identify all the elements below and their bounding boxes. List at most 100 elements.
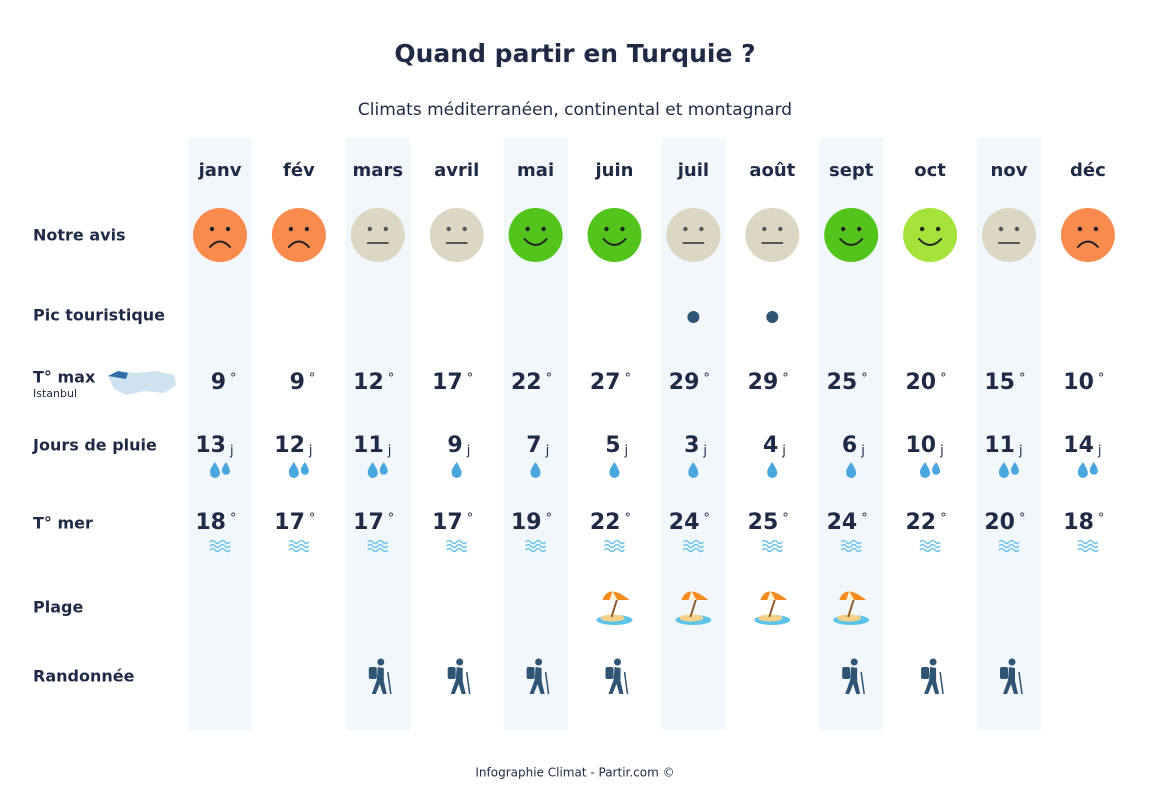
value: 6 [842,433,857,458]
rain-drop [451,462,462,478]
value: 15 [984,370,1015,395]
eye [919,226,925,232]
wave [998,547,1020,553]
number: 9 [290,370,305,395]
rain-drop [609,462,620,478]
value: 25 [748,510,779,535]
wave [603,547,626,553]
unit: j [702,444,707,459]
wave [919,543,941,549]
sand [679,614,704,622]
pole [847,597,856,618]
backpack [921,667,930,679]
number: 22 [590,510,621,535]
rain-drop [209,462,220,478]
rain-drop [688,462,699,478]
number: 11 [353,433,384,458]
body [845,667,861,694]
rain-drop [367,462,378,478]
value: 3 [684,433,699,458]
unit: j [308,444,313,459]
rain-drop [998,462,1009,478]
face [271,208,326,262]
eye [288,226,294,232]
backpack [605,667,614,679]
month-label: juil [677,160,709,181]
face [666,208,721,262]
value: 20 [905,370,936,395]
face [508,208,563,262]
value: 12 [274,433,305,458]
number: 12 [353,370,384,395]
number: 15 [984,370,1015,395]
value: 9 [290,370,305,395]
number: 29 [669,370,700,395]
row-label: Randonnée [33,667,135,686]
eye [1093,226,1099,232]
body [371,667,387,694]
number: 17 [432,510,463,535]
stripe [609,591,618,600]
number: 17 [274,510,305,535]
value: 20 [984,510,1015,535]
wave [840,543,862,549]
head [614,658,621,666]
number: 3 [684,433,699,458]
body [450,667,466,694]
unit: ° [625,372,632,387]
value: 18 [195,510,226,535]
value: 5 [605,433,620,458]
value: 10 [1063,370,1094,395]
sand [600,614,625,622]
eye [699,226,704,232]
hiker-icon [1000,658,1023,695]
number: 4 [763,433,778,458]
value: 9 [447,433,462,458]
value: 10 [905,433,936,458]
month-label: mai [517,160,554,181]
stick [623,671,629,695]
mouth [523,238,548,246]
value: 9 [211,370,226,395]
wave [998,539,1020,545]
mouth [839,238,864,246]
wave [525,543,547,549]
unit: ° [703,372,710,387]
mouth [287,240,310,248]
value: 29 [669,370,700,395]
number: 6 [842,433,857,458]
sand [758,614,783,622]
head [929,658,937,666]
unit: j [781,444,786,459]
rain-drop [530,462,541,478]
stick [465,671,471,695]
row-label: Notre avis [33,226,126,245]
unit: ° [782,372,789,387]
month-label: oct [914,160,946,181]
peak-dot [766,311,779,323]
eye [1077,226,1083,232]
stripe [688,591,697,600]
title: Quand partir en Turquie ? [394,39,755,68]
wave [367,547,389,553]
face [429,208,484,262]
value: 11 [353,433,384,458]
value: 11 [984,433,1015,458]
number: 7 [526,433,541,458]
face-icon [666,208,721,262]
subtitle: Climats méditerranéen, continental et mo… [358,100,792,120]
face [587,208,642,262]
face [745,208,800,262]
head [535,658,543,666]
wave [209,547,231,553]
unit: j [939,444,944,459]
number: 22 [511,370,542,395]
backpack [1000,667,1008,679]
row-sublabel: Istanbul [33,387,77,400]
number: 25 [748,510,779,535]
wave [603,539,626,545]
beach-icon [833,591,870,625]
wave [761,547,783,553]
eye [1014,226,1020,232]
